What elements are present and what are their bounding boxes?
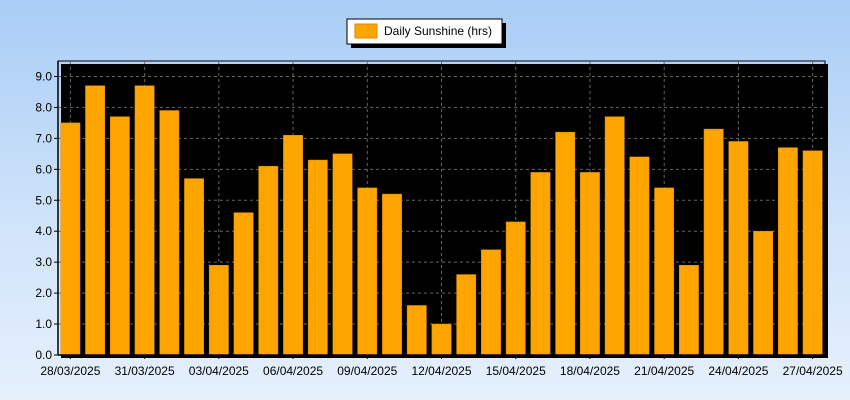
bar xyxy=(703,128,724,356)
bar xyxy=(753,230,774,356)
bar xyxy=(629,156,650,356)
bar xyxy=(382,193,402,356)
x-tick-label: 15/04/2025 xyxy=(486,364,546,378)
x-tick-label: 24/04/2025 xyxy=(708,364,768,378)
bar xyxy=(332,153,353,356)
bar xyxy=(184,178,204,356)
bar xyxy=(777,147,798,356)
bar xyxy=(604,116,625,356)
x-tick-label: 12/04/2025 xyxy=(411,364,471,378)
x-tick-label: 27/04/2025 xyxy=(783,364,843,378)
bar xyxy=(802,150,823,356)
bar xyxy=(654,187,675,356)
bar xyxy=(134,85,155,356)
bar xyxy=(357,187,378,356)
x-tick-label: 31/03/2025 xyxy=(115,364,175,378)
x-tick-label: 18/04/2025 xyxy=(560,364,620,378)
bar xyxy=(109,116,130,356)
bar xyxy=(728,141,749,356)
y-tick-label: 6.0 xyxy=(35,162,52,176)
bar xyxy=(679,265,699,356)
bar xyxy=(505,221,526,356)
x-tick-label: 06/04/2025 xyxy=(263,364,323,378)
bar xyxy=(456,274,477,356)
bar xyxy=(481,249,501,356)
bar xyxy=(431,323,452,356)
bar xyxy=(85,85,106,356)
legend: Daily Sunshine (hrs) xyxy=(346,18,506,48)
x-tick-label: 21/04/2025 xyxy=(634,364,694,378)
y-tick-label: 3.0 xyxy=(35,255,52,269)
x-tick-label: 28/03/2025 xyxy=(40,364,100,378)
bar xyxy=(530,172,551,356)
x-tick-label: 03/04/2025 xyxy=(189,364,249,378)
y-tick-label: 1.0 xyxy=(35,317,52,331)
y-tick-label: 7.0 xyxy=(35,131,52,145)
y-tick-label: 5.0 xyxy=(35,193,52,207)
bar xyxy=(307,159,328,356)
y-tick-label: 4.0 xyxy=(35,224,52,238)
bar xyxy=(580,172,600,356)
y-tick-label: 9.0 xyxy=(35,69,52,83)
bar xyxy=(283,135,303,356)
bar xyxy=(159,110,180,356)
bar xyxy=(233,212,254,356)
plot-area: 0.0 1.0 2.0 3.0 4.0 5.0 6.0 7.0 8.0 9.0 28/03/2025… xyxy=(35,60,843,378)
bar xyxy=(406,305,427,356)
y-tick-label: 2.0 xyxy=(35,286,52,300)
legend-label: Daily Sunshine (hrs) xyxy=(384,24,492,38)
bar xyxy=(208,265,229,356)
x-tick-label: 09/04/2025 xyxy=(337,364,397,378)
legend-swatch xyxy=(354,23,378,39)
bar xyxy=(258,165,279,356)
y-tick-label: 8.0 xyxy=(35,100,52,114)
y-tick-label: 0.0 xyxy=(35,348,52,362)
bar xyxy=(60,122,81,356)
bar xyxy=(555,131,576,356)
